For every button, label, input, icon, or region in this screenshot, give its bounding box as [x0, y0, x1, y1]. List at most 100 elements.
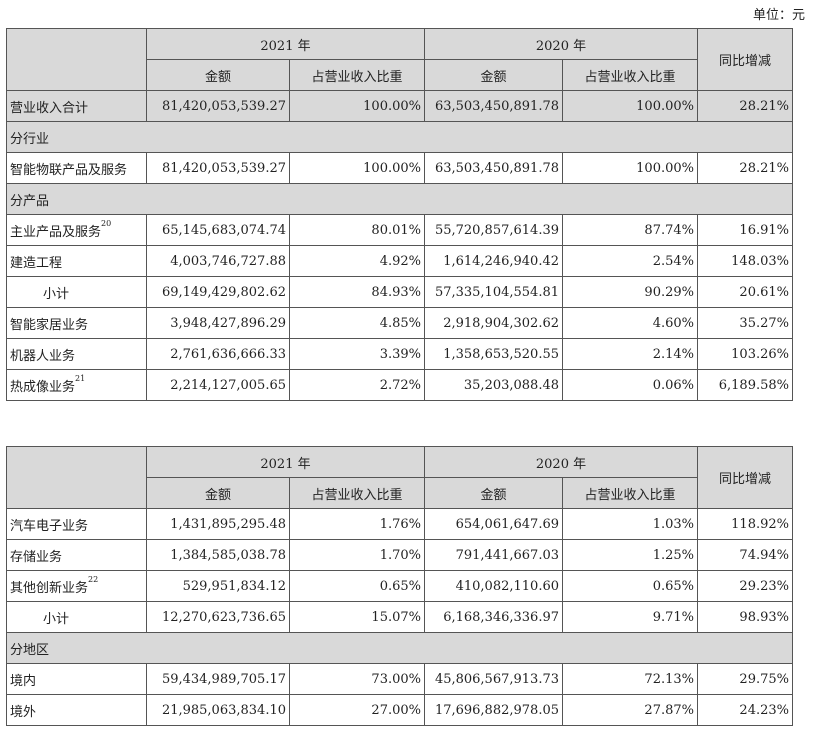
footnote-marker: 21	[75, 373, 86, 383]
yoy-change: 29.23%	[697, 570, 793, 602]
amount-2021: 65,145,683,074.74	[146, 214, 290, 246]
ratio-2021: 27.00%	[289, 694, 425, 726]
amount-2021: 3,948,427,896.29	[146, 307, 290, 339]
header-amount-2021: 金额	[146, 59, 290, 91]
header-year-2021: 2021 年	[146, 446, 425, 478]
ratio-2020: 2.14%	[562, 338, 698, 370]
ratio-2021: 100.00%	[289, 152, 425, 184]
header-blank	[6, 28, 147, 91]
row-name-subtotal: 小计	[6, 601, 147, 633]
ratio-2021: 80.01%	[289, 214, 425, 246]
amount-2021: 59,434,989,705.17	[146, 663, 290, 695]
row-name: 建造工程	[6, 245, 147, 277]
row-name: 机器人业务	[6, 338, 147, 370]
row-name: 存储业务	[6, 539, 147, 571]
table-row: 热成像业务21 2,214,127,005.65 2.72% 35,203,08…	[6, 369, 793, 401]
ratio-2020: 9.71%	[562, 601, 698, 633]
table-row: 小计 69,149,429,802.62 84.93% 57,335,104,5…	[6, 276, 793, 308]
row-name: 热成像业务21	[6, 369, 147, 401]
ratio-2021: 1.76%	[289, 508, 425, 540]
ratio-2021: 84.93%	[289, 276, 425, 308]
table-row: 营业收入合计 81,420,053,539.27 100.00% 63,503,…	[6, 90, 793, 122]
unit-label: 单位：元	[752, 8, 805, 23]
ratio-2020: 87.74%	[562, 214, 698, 246]
amount-2020: 1,358,653,520.55	[424, 338, 563, 370]
revenue-table-part2: 2021 年 2020 年 同比增减 金额 占营业收入比重 金额 占营业收入比重…	[6, 446, 793, 726]
amount-2021: 2,761,636,666.33	[146, 338, 290, 370]
table-row: 其他创新业务22 529,951,834.12 0.65% 410,082,11…	[6, 570, 793, 602]
header-blank	[6, 446, 147, 509]
table-row: 智能家居业务 3,948,427,896.29 4.85% 2,918,904,…	[6, 307, 793, 339]
yoy-change: 28.21%	[697, 90, 793, 122]
table-row: 建造工程 4,003,746,727.88 4.92% 1,614,246,94…	[6, 245, 793, 277]
ratio-2021: 4.85%	[289, 307, 425, 339]
ratio-2020: 100.00%	[562, 152, 698, 184]
ratio-2021: 100.00%	[289, 90, 425, 122]
section-product: 分产品	[6, 183, 793, 215]
amount-2021: 81,420,053,539.27	[146, 152, 290, 184]
ratio-2021: 3.39%	[289, 338, 425, 370]
yoy-change: 103.26%	[697, 338, 793, 370]
row-name-subtotal: 小计	[6, 276, 147, 308]
table-row: 境内 59,434,989,705.17 73.00% 45,806,567,9…	[6, 663, 793, 695]
ratio-2021: 15.07%	[289, 601, 425, 633]
ratio-2020: 1.03%	[562, 508, 698, 540]
amount-2021: 81,420,053,539.27	[146, 90, 290, 122]
header-yoy: 同比增减	[697, 446, 793, 509]
yoy-change: 35.27%	[697, 307, 793, 339]
section-industry: 分行业	[6, 121, 793, 153]
amount-2020: 55,720,857,614.39	[424, 214, 563, 246]
amount-2020: 17,696,882,978.05	[424, 694, 563, 726]
row-name: 境内	[6, 663, 147, 695]
yoy-change: 6,189.58%	[697, 369, 793, 401]
row-name: 营业收入合计	[6, 90, 147, 122]
header-amount-2020: 金额	[424, 59, 563, 91]
yoy-change: 118.92%	[697, 508, 793, 540]
table-row: 智能物联产品及服务 81,420,053,539.27 100.00% 63,5…	[6, 152, 793, 184]
amount-2020: 791,441,667.03	[424, 539, 563, 571]
ratio-2021: 73.00%	[289, 663, 425, 695]
amount-2020: 2,918,904,302.62	[424, 307, 563, 339]
table-row: 小计 12,270,623,736.65 15.07% 6,168,346,33…	[6, 601, 793, 633]
amount-2021: 529,951,834.12	[146, 570, 290, 602]
ratio-2020: 27.87%	[562, 694, 698, 726]
ratio-2021: 0.65%	[289, 570, 425, 602]
amount-2021: 69,149,429,802.62	[146, 276, 290, 308]
row-name: 汽车电子业务	[6, 508, 147, 540]
amount-2020: 35,203,088.48	[424, 369, 563, 401]
header-yoy: 同比增减	[697, 28, 793, 91]
amount-2020: 63,503,450,891.78	[424, 90, 563, 122]
amount-2021: 12,270,623,736.65	[146, 601, 290, 633]
yoy-change: 20.61%	[697, 276, 793, 308]
amount-2020: 6,168,346,336.97	[424, 601, 563, 633]
ratio-2020: 72.13%	[562, 663, 698, 695]
header-amount-2020: 金额	[424, 477, 563, 509]
ratio-2020: 100.00%	[562, 90, 698, 122]
header-year-2020: 2020 年	[424, 28, 698, 60]
row-name: 智能物联产品及服务	[6, 152, 147, 184]
header-ratio-2020: 占营业收入比重	[562, 59, 698, 91]
yoy-change: 24.23%	[697, 694, 793, 726]
table-row: 主业产品及服务20 65,145,683,074.74 80.01% 55,72…	[6, 214, 793, 246]
header-ratio-2020: 占营业收入比重	[562, 477, 698, 509]
table-row: 汽车电子业务 1,431,895,295.48 1.76% 654,061,64…	[6, 508, 793, 540]
revenue-table-part1: 2021 年 2020 年 同比增减 金额 占营业收入比重 金额 占营业收入比重…	[6, 28, 793, 401]
amount-2020: 654,061,647.69	[424, 508, 563, 540]
table-row: 境外 21,985,063,834.10 27.00% 17,696,882,9…	[6, 694, 793, 726]
row-name: 主业产品及服务20	[6, 214, 147, 246]
header-ratio-2021: 占营业收入比重	[289, 477, 425, 509]
header-amount-2021: 金额	[146, 477, 290, 509]
yoy-change: 29.75%	[697, 663, 793, 695]
amount-2020: 63,503,450,891.78	[424, 152, 563, 184]
ratio-2020: 2.54%	[562, 245, 698, 277]
amount-2021: 2,214,127,005.65	[146, 369, 290, 401]
amount-2021: 1,431,895,295.48	[146, 508, 290, 540]
amount-2021: 21,985,063,834.10	[146, 694, 290, 726]
header-year-2021: 2021 年	[146, 28, 425, 60]
ratio-2021: 4.92%	[289, 245, 425, 277]
amount-2021: 4,003,746,727.88	[146, 245, 290, 277]
row-name: 境外	[6, 694, 147, 726]
amount-2020: 57,335,104,554.81	[424, 276, 563, 308]
row-name: 智能家居业务	[6, 307, 147, 339]
yoy-change: 98.93%	[697, 601, 793, 633]
